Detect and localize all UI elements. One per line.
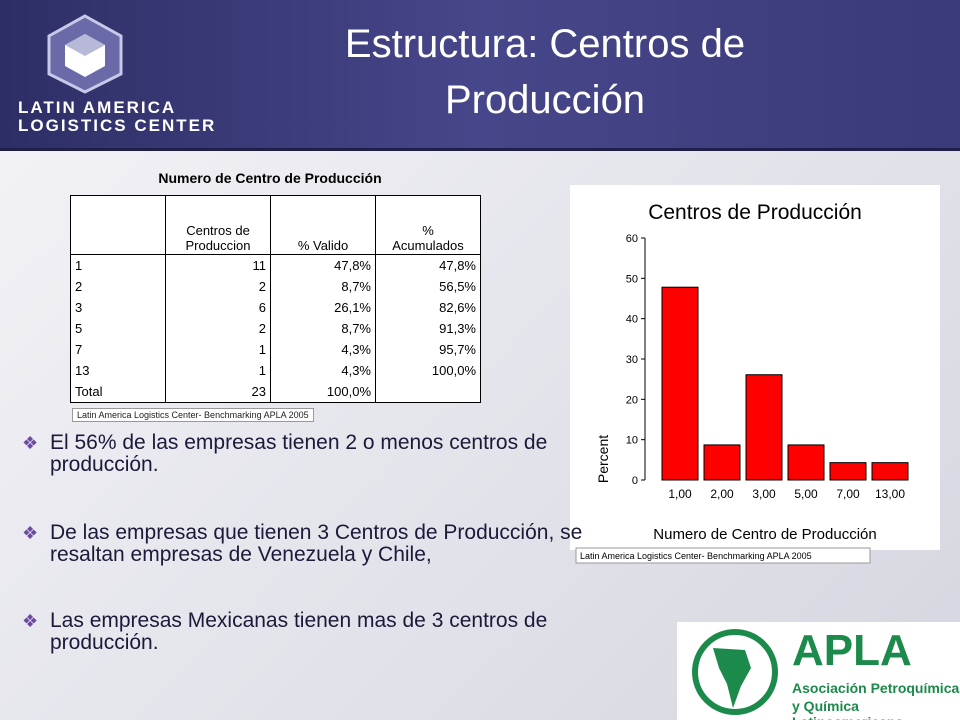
cell: Total xyxy=(70,381,166,403)
bar xyxy=(703,444,741,481)
header-row: Centros de Produccion% Valido% Acumulados xyxy=(70,195,481,255)
cell: 56,5% xyxy=(375,276,481,297)
bar xyxy=(661,286,699,481)
logo-name: APLA xyxy=(792,626,912,675)
x-tick-label: 1,00 xyxy=(668,487,692,501)
bullet-text: Las empresas Mexicanas tienen mas de 3 c… xyxy=(50,609,548,654)
cell: 4,3% xyxy=(270,360,376,381)
cell: 2 xyxy=(165,276,271,297)
cell: 11 xyxy=(165,254,271,276)
source-note: Latin America Logistics Center- Benchmar… xyxy=(72,408,314,422)
x-tick-label: 5,00 xyxy=(794,487,818,501)
header-cell: % Valido xyxy=(270,195,376,255)
bar xyxy=(871,462,909,481)
bullet-icon: ❖ xyxy=(22,611,39,631)
chart: Centros de Producción 0 10 20 30 40 50 60 1,00 2,… xyxy=(570,185,940,564)
cell: 1 xyxy=(70,254,166,276)
row: Total 23 100,0% xyxy=(70,381,481,403)
x-tick-label: 13,00 xyxy=(875,487,905,501)
header-text: Produccion xyxy=(185,238,251,253)
row: 1 11 47,8% 47,8% xyxy=(70,254,481,276)
logo-text: Asociación Petroquímica xyxy=(792,680,960,696)
cell: 100,0% xyxy=(375,360,481,381)
cell: 5 xyxy=(70,318,166,339)
y-tick-label: 40 xyxy=(626,314,638,326)
cell: 3 xyxy=(70,297,166,318)
header-text: % Valido xyxy=(297,238,349,253)
logo-text: y Química Latinoamericana xyxy=(792,698,903,720)
cell: 1 xyxy=(165,339,271,360)
y-tick-label: 0 xyxy=(632,475,638,487)
y-tick-label: 30 xyxy=(626,354,638,366)
row: 2 2 8,7% 56,5% xyxy=(70,276,481,297)
y-tick-label: 60 xyxy=(626,233,638,245)
source-note: Latin America Logistics Center- Benchmar… xyxy=(580,551,812,561)
bullet: ❖ Las empresas Mexicanas tienen mas de 3 … xyxy=(22,610,595,654)
cell: 1 xyxy=(165,360,271,381)
cell: 100,0% xyxy=(270,381,376,403)
y-axis-label: Percent xyxy=(595,435,611,483)
cell xyxy=(375,381,481,403)
bullet-text: El 56% de las empresas tienen 2 o menos … xyxy=(50,431,548,476)
cell: 47,8% xyxy=(270,254,376,276)
header-cell xyxy=(70,195,166,255)
cell: 8,7% xyxy=(270,318,376,339)
header-text: % xyxy=(422,223,434,238)
logo-text: LOGISTICS CENTER xyxy=(18,116,217,135)
bullet: ❖ El 56% de las empresas tienen 2 o menos… xyxy=(22,432,595,476)
cell: 13 xyxy=(70,360,166,381)
header-cell: % Acumulados xyxy=(375,195,481,255)
cell: 26,1% xyxy=(270,297,376,318)
bullet-icon: ❖ xyxy=(22,523,39,543)
bullet-icon: ❖ xyxy=(22,433,39,453)
bar xyxy=(787,444,825,481)
cell: 82,6% xyxy=(375,297,481,318)
cell: 91,3% xyxy=(375,318,481,339)
header-band: LATIN AMERICA LOGISTICS CENTER Estructur… xyxy=(0,0,960,151)
x-axis-label: Numero de Centro de Producción xyxy=(653,526,876,543)
y-tick-label: 50 xyxy=(626,273,638,285)
row: 7 1 4,3% 95,7% xyxy=(70,339,481,360)
slide-title: Estructura: Centros de xyxy=(344,22,746,66)
header-text: Acumulados xyxy=(392,238,464,253)
row: 13 1 4,3% 100,0% xyxy=(70,360,481,381)
logo-text: LATIN AMERICA xyxy=(18,98,177,117)
chart-bg xyxy=(570,185,940,550)
x-tick-label: 7,00 xyxy=(836,487,860,501)
apla-logo: APLA Asociación Petroquímica y Química L… xyxy=(677,622,960,720)
cell: 23 xyxy=(165,381,271,403)
x-tick-label: 2,00 xyxy=(710,487,734,501)
bar xyxy=(829,462,867,481)
row: 3 6 26,1% 82,6% xyxy=(70,297,481,318)
y-tick-label: 20 xyxy=(626,394,638,406)
bullet-text: De las empresas que tienen 3 Centros de … xyxy=(50,521,583,566)
cell: 95,7% xyxy=(375,339,481,360)
chart-title: Centros de Producción xyxy=(648,201,862,224)
y-tick-label: 10 xyxy=(626,435,638,447)
cell: 4,3% xyxy=(270,339,376,360)
source-box xyxy=(575,547,871,564)
bullet: ❖ De las empresas que tienen 3 Centros de… xyxy=(22,522,595,566)
x-tick-label: 3,00 xyxy=(752,487,776,501)
cell: 8,7% xyxy=(270,276,376,297)
logo-icon xyxy=(47,14,123,94)
cell: 2 xyxy=(165,318,271,339)
slide-title: Producción xyxy=(444,78,646,122)
logo-map xyxy=(692,629,778,715)
header-cell: Centros de Produccion xyxy=(165,195,271,255)
cell: 6 xyxy=(165,297,271,318)
bar xyxy=(745,374,783,481)
cell: 2 xyxy=(70,276,166,297)
cell: 7 xyxy=(70,339,166,360)
header-text: Centros de xyxy=(186,223,250,238)
row: 5 2 8,7% 91,3% xyxy=(70,318,481,339)
table: Centros de Produccion% Valido% Acumulados 1… xyxy=(70,195,481,403)
table-title: Numero de Centro de Producción xyxy=(158,170,382,186)
cell: 47,8% xyxy=(375,254,481,276)
